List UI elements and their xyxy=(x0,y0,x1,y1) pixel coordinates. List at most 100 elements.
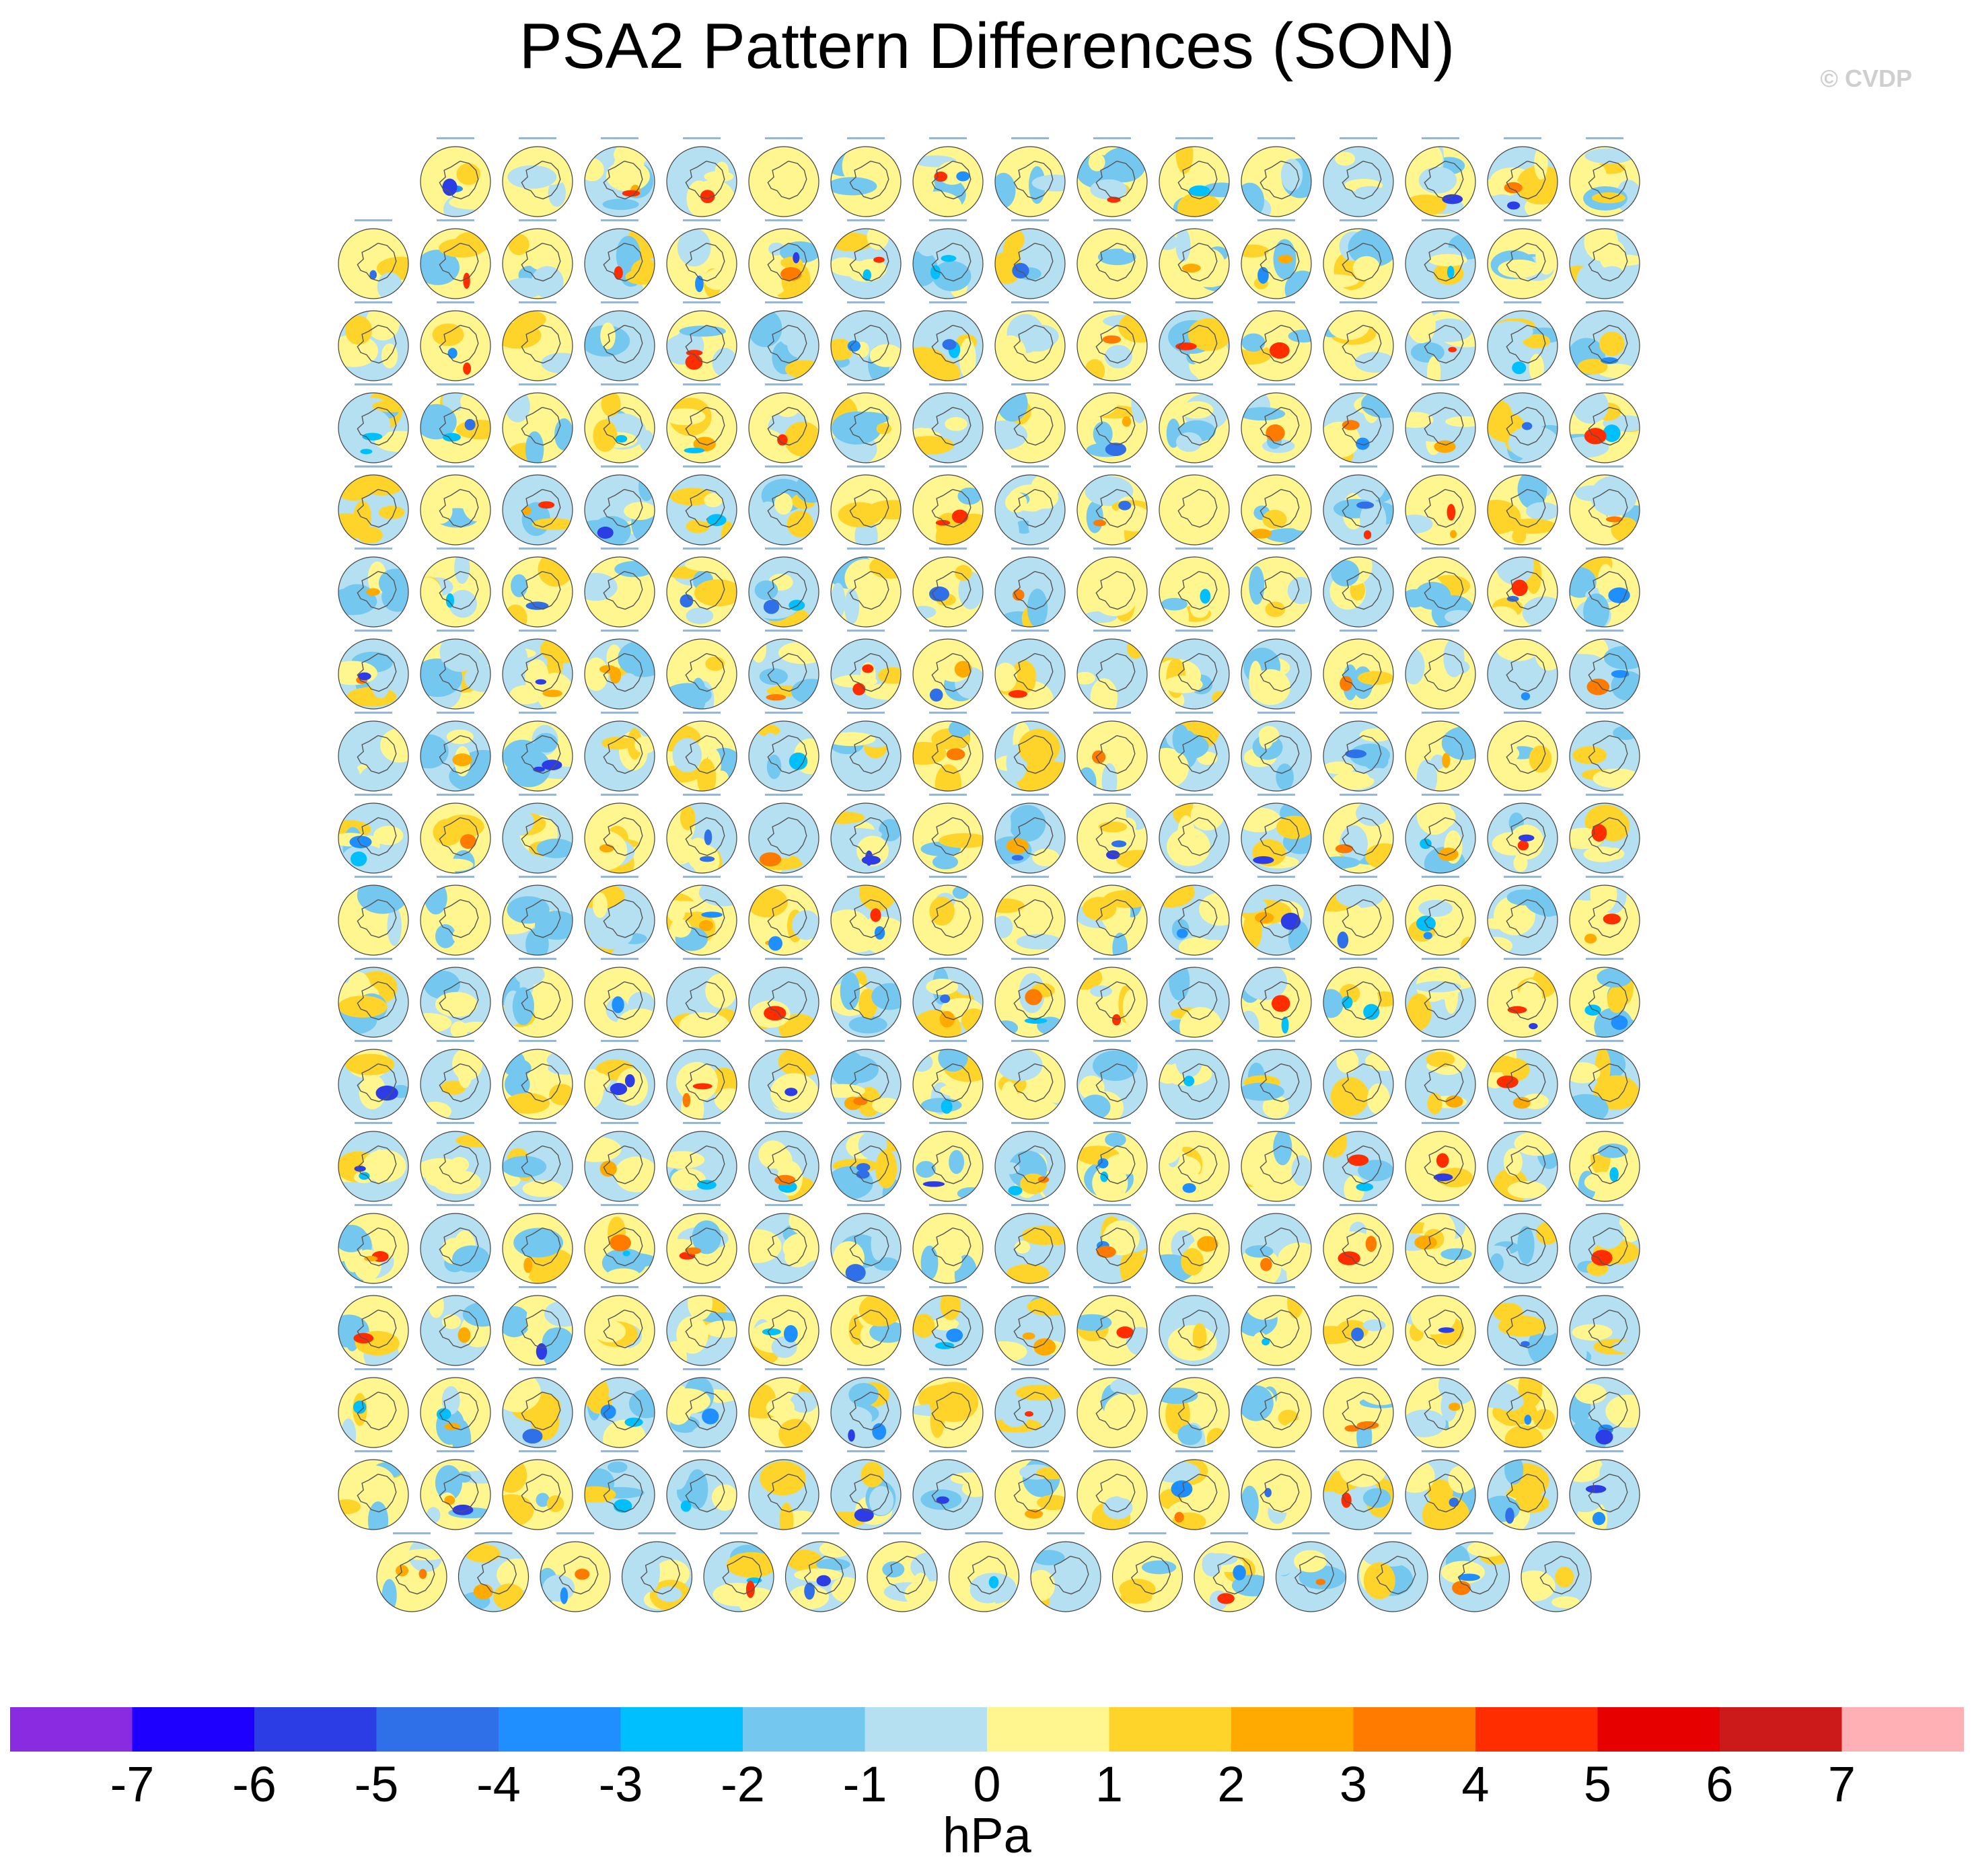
polar-map-panel xyxy=(338,301,409,381)
panel-caption xyxy=(683,1368,721,1370)
polar-map-panel xyxy=(584,630,655,710)
panel-caption xyxy=(1093,876,1131,878)
polar-map-panel xyxy=(420,630,491,710)
polar-map-panel xyxy=(830,219,902,299)
polar-map-panel xyxy=(338,1204,409,1284)
polar-map-panel xyxy=(748,383,819,463)
panel-caption xyxy=(1422,383,1459,385)
polar-map-panel xyxy=(1487,137,1558,217)
polar-map-panel xyxy=(994,1204,1066,1284)
panel-caption xyxy=(1257,794,1295,796)
polar-map-panel xyxy=(584,876,655,956)
panel-caption xyxy=(1175,548,1213,550)
panel-caption xyxy=(1586,548,1623,550)
panel-caption xyxy=(1011,630,1049,632)
polar-map-panel xyxy=(748,548,819,628)
polar-map-panel xyxy=(1159,876,1230,956)
panel-caption xyxy=(1504,383,1541,385)
polar-map-panel xyxy=(666,1286,737,1366)
polar-map-panel xyxy=(1357,1532,1428,1612)
panel-caption xyxy=(1340,383,1377,385)
polar-map-panel xyxy=(1194,1532,1265,1612)
panel-caption xyxy=(437,1040,474,1042)
polar-map-panel xyxy=(1159,1286,1230,1366)
panel-caption xyxy=(929,958,967,960)
colorbar-tick-labels: -7 -6 -5 -4 -3 -2 -1 0 1 2 3 4 5 6 7 xyxy=(10,1756,1964,1812)
polar-map-panel xyxy=(1159,219,1230,299)
polar-map-panel xyxy=(1569,1368,1640,1448)
panel-caption xyxy=(1586,1450,1623,1452)
panel-caption xyxy=(1340,794,1377,796)
polar-map-panel xyxy=(502,1040,573,1120)
panel-caption xyxy=(1175,301,1213,303)
panel-caption xyxy=(1586,1368,1623,1370)
polar-map-panel xyxy=(867,1532,938,1612)
polar-map-panel xyxy=(1076,383,1148,463)
polar-map-panel xyxy=(1275,1532,1347,1612)
polar-map-panel xyxy=(748,1040,819,1120)
polar-map-panel xyxy=(1323,301,1394,381)
polar-map-panel xyxy=(1111,1532,1183,1612)
polar-map-panel xyxy=(666,465,737,546)
panel-caption xyxy=(601,794,638,796)
panel-caption xyxy=(801,1532,840,1534)
colorbar-swatch xyxy=(1353,1707,1476,1752)
polar-map-panel xyxy=(584,794,655,874)
polar-map-panel xyxy=(1159,958,1230,1038)
polar-map-panel xyxy=(584,958,655,1038)
polar-map-panel xyxy=(420,1204,491,1284)
polar-map-panel xyxy=(1076,548,1148,628)
polar-map-panel xyxy=(830,1040,902,1120)
polar-map-panel xyxy=(502,712,573,792)
panel-caption xyxy=(929,548,967,550)
panel-caption xyxy=(847,630,885,632)
polar-map-panel xyxy=(584,465,655,546)
panel-caption xyxy=(601,1450,638,1452)
colorbar-swatch xyxy=(743,1707,865,1752)
colorbar-units: hPa xyxy=(943,1807,1031,1863)
polar-map-panel xyxy=(584,548,655,628)
polar-map-panel xyxy=(1569,630,1640,710)
panel-caption xyxy=(1340,1040,1377,1042)
polar-map-panel xyxy=(1323,1450,1394,1530)
colorbar-swatch xyxy=(1841,1707,1964,1752)
panel-caption xyxy=(1175,219,1213,221)
polar-map-panel xyxy=(1405,465,1476,546)
panel-caption xyxy=(1504,794,1541,796)
panel-caption xyxy=(847,465,885,467)
panel-caption xyxy=(1422,794,1459,796)
colorbar-tick-label: 5 xyxy=(1583,1756,1612,1812)
panel-caption xyxy=(1257,1286,1295,1288)
panel-caption xyxy=(437,712,474,714)
polar-map-panel xyxy=(1323,1040,1394,1120)
panel-caption xyxy=(929,1204,967,1206)
panel-caption xyxy=(1340,137,1377,139)
panel-caption xyxy=(1422,137,1459,139)
panel-caption xyxy=(683,794,721,796)
panel-caption xyxy=(1504,1204,1541,1206)
polar-map-panel xyxy=(502,1122,573,1202)
polar-map-panel xyxy=(1487,794,1558,874)
polar-map-panel xyxy=(1323,1286,1394,1366)
panel-caption xyxy=(1340,1450,1377,1452)
polar-map-panel xyxy=(420,794,491,874)
panel-caption xyxy=(1586,794,1623,796)
colorbar-swatch xyxy=(987,1707,1109,1752)
polar-map-panel xyxy=(666,383,737,463)
colorbar-swatch xyxy=(376,1707,499,1752)
panel-caption xyxy=(1210,1532,1248,1534)
panel-caption xyxy=(1586,1040,1623,1042)
panel-caption xyxy=(355,958,392,960)
panel-caption xyxy=(474,1532,513,1534)
polar-map-panel xyxy=(994,958,1066,1038)
panel-caption xyxy=(1504,630,1541,632)
polar-map-panel xyxy=(830,301,902,381)
polar-map-panel xyxy=(1159,1204,1230,1284)
polar-map-panel xyxy=(584,1368,655,1448)
panel-caption xyxy=(929,1368,967,1370)
panel-caption xyxy=(601,465,638,467)
panel-caption xyxy=(1093,548,1131,550)
panel-caption xyxy=(683,876,721,878)
panel-caption xyxy=(437,301,474,303)
panel-caption xyxy=(519,712,556,714)
